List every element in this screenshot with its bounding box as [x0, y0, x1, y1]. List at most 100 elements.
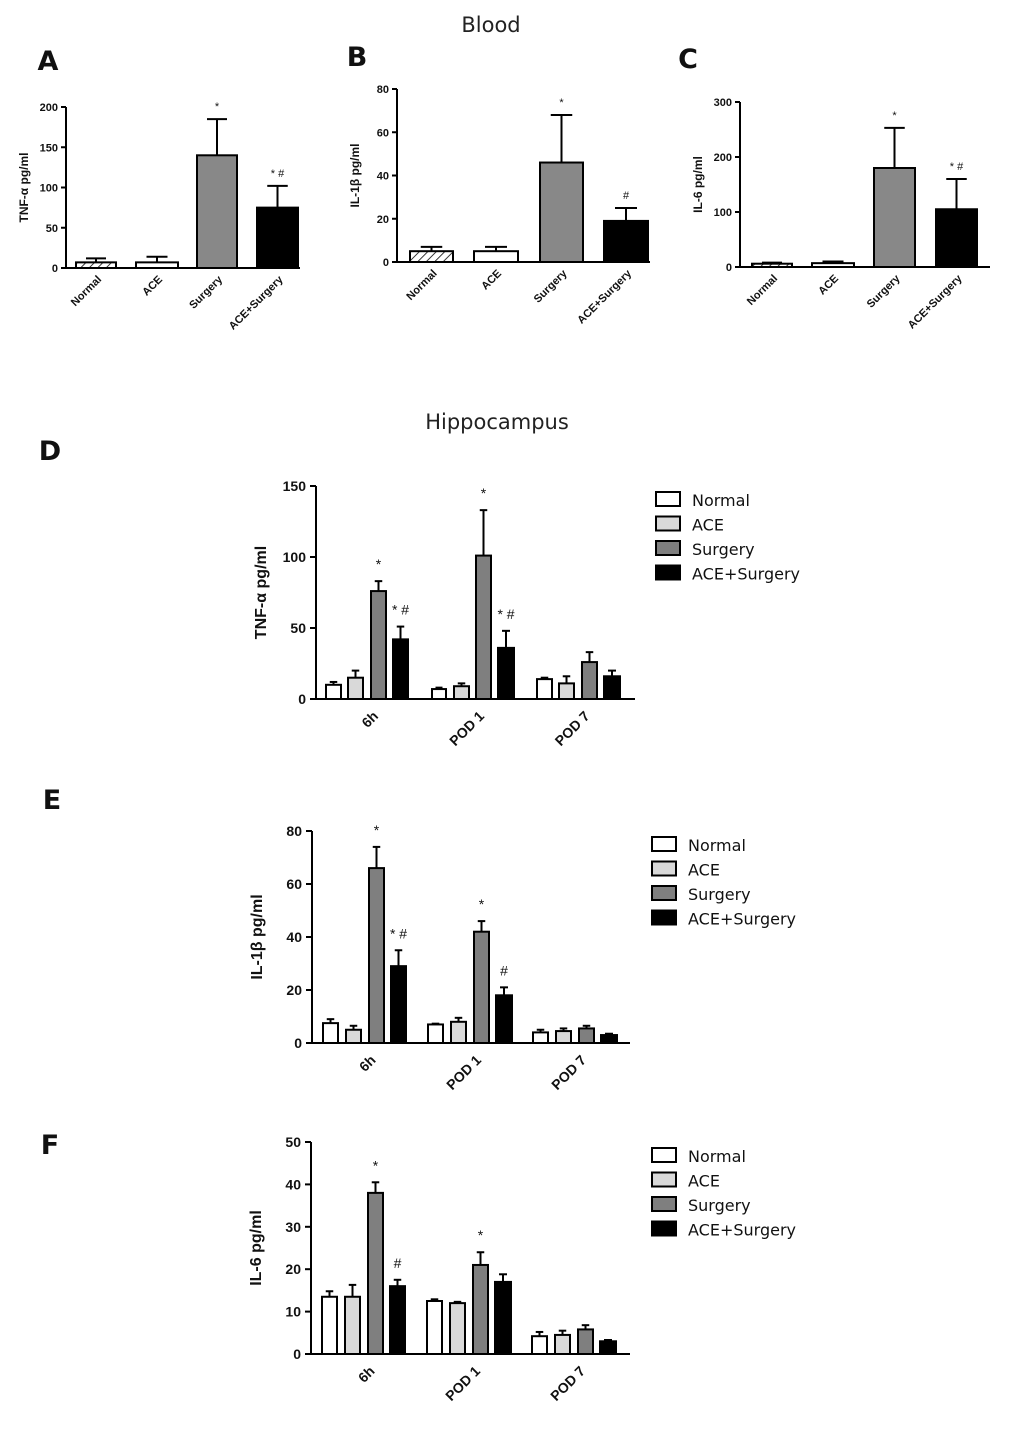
- y-tick-label: 20: [286, 982, 302, 998]
- x-tick-label: Surgery: [187, 273, 226, 312]
- x-tick-label: ACE: [816, 273, 841, 298]
- panel-c: C 0 100 200 300 IL-6 pg/ml Normal ACE * Surgery * …: [678, 44, 990, 331]
- x-tick-label: POD 7: [547, 1363, 588, 1404]
- bar: [600, 1034, 618, 1045]
- x-tick-label: 6h: [358, 708, 381, 731]
- legend-label: Surgery: [688, 885, 751, 904]
- bar: [473, 930, 490, 1045]
- significance-label: *: [478, 1227, 484, 1243]
- x-tick-label: POD 1: [443, 1052, 484, 1093]
- significance-label: *: [481, 485, 487, 501]
- significance-label: * #: [390, 925, 407, 941]
- y-axis-label: IL-1β pg/ml: [348, 144, 362, 208]
- bar: [554, 1333, 571, 1356]
- significance-label: #: [394, 1255, 402, 1271]
- legend-swatch: [651, 836, 677, 852]
- panel-b: B 0 20 40 60 80 IL-1β pg/ml Normal ACE * Surgery # A…: [347, 42, 650, 326]
- significance-label: #: [623, 190, 630, 202]
- y-tick-label: 80: [286, 823, 302, 839]
- legend-swatch: [651, 1147, 677, 1163]
- significance-label: *: [374, 822, 380, 838]
- bar: [75, 261, 117, 269]
- y-tick-label: 0: [293, 1346, 301, 1362]
- y-tick-label: 0: [298, 691, 306, 707]
- legend-label: ACE+Surgery: [692, 565, 800, 584]
- legend: Normal ACE Surgery ACE+Surgery: [651, 836, 796, 929]
- bar: [475, 554, 492, 701]
- bar: [536, 678, 553, 700]
- x-tick-label: POD 1: [442, 1363, 483, 1404]
- bar: [322, 1022, 339, 1044]
- panel-e: E 0 20 40 60 80 IL-1β pg/ml * * # 6h * # POD 1 POD 7 N…: [43, 785, 796, 1093]
- bar: [392, 638, 409, 700]
- bar: [196, 154, 238, 269]
- y-tick-label: 40: [286, 929, 302, 945]
- legend-label: Surgery: [688, 1196, 751, 1215]
- y-tick-label: 10: [285, 1304, 301, 1320]
- bar: [539, 161, 584, 263]
- bar: [494, 1280, 512, 1356]
- bar: [427, 1023, 444, 1044]
- legend-label: Normal: [688, 1147, 746, 1166]
- bar: [578, 1027, 595, 1045]
- bar: [495, 994, 513, 1044]
- legend-swatch: [651, 860, 677, 877]
- bar: [344, 1295, 361, 1356]
- y-tick-label: 50: [285, 1134, 301, 1150]
- y-tick-label: 100: [714, 207, 732, 219]
- legend-label: ACE+Surgery: [688, 910, 796, 929]
- bar: [389, 1285, 406, 1356]
- significance-label: *: [559, 97, 564, 109]
- panel-letter: A: [38, 46, 59, 77]
- x-tick-label: ACE+Surgery: [227, 273, 286, 332]
- y-tick-label: 80: [377, 84, 389, 96]
- bar: [256, 206, 299, 269]
- panel-letter: F: [41, 1130, 59, 1161]
- significance-label: *: [376, 556, 382, 572]
- legend-label: ACE: [688, 1172, 720, 1191]
- y-tick-label: 0: [726, 262, 732, 274]
- bar: [367, 1191, 384, 1355]
- y-tick-label: 0: [383, 257, 389, 269]
- bar: [603, 675, 621, 701]
- bar: [577, 1328, 594, 1355]
- legend-swatch: [655, 491, 681, 507]
- section-title-blood: Blood: [461, 13, 520, 37]
- x-tick-label: Surgery: [532, 267, 571, 306]
- legend-swatch: [655, 515, 681, 532]
- x-tick-label: POD 7: [552, 708, 593, 749]
- bar: [581, 661, 598, 701]
- legend: Normal ACE Surgery ACE+Surgery: [651, 1147, 796, 1240]
- legend-swatch: [651, 885, 677, 901]
- panel-f: F 0 10 20 30 40 50 IL-6 pg/ml * #6h * POD 1 POD 7 Nor…: [41, 1130, 796, 1404]
- bar: [531, 1335, 548, 1356]
- legend-swatch: [651, 1171, 677, 1188]
- legend-label: Normal: [692, 491, 750, 510]
- y-tick-label: 0: [294, 1035, 302, 1051]
- y-axis-label: IL-1β pg/ml: [249, 894, 266, 979]
- significance-label: *: [479, 896, 485, 912]
- bar: [370, 590, 387, 701]
- y-tick-label: 30: [285, 1219, 301, 1235]
- x-tick-label: ACE+Surgery: [575, 267, 634, 326]
- y-tick-label: 200: [714, 152, 732, 164]
- legend-label: ACE+Surgery: [688, 1221, 796, 1240]
- legend-swatch: [651, 909, 677, 926]
- y-tick-label: 50: [290, 620, 306, 636]
- bar: [472, 1263, 489, 1355]
- bar: [558, 682, 575, 701]
- significance-label: #: [500, 962, 508, 978]
- bar: [751, 262, 793, 269]
- legend-label: ACE: [688, 861, 720, 880]
- significance-label: * #: [497, 606, 514, 622]
- y-tick-label: 60: [286, 876, 302, 892]
- significance-label: * #: [950, 161, 964, 173]
- significance-label: *: [892, 110, 897, 122]
- y-axis-label: TNF-α pg/ml: [253, 546, 270, 639]
- x-tick-label: Normal: [404, 268, 439, 303]
- y-tick-label: 100: [40, 183, 58, 195]
- bar: [325, 683, 342, 700]
- x-tick-label: POD 7: [548, 1052, 589, 1093]
